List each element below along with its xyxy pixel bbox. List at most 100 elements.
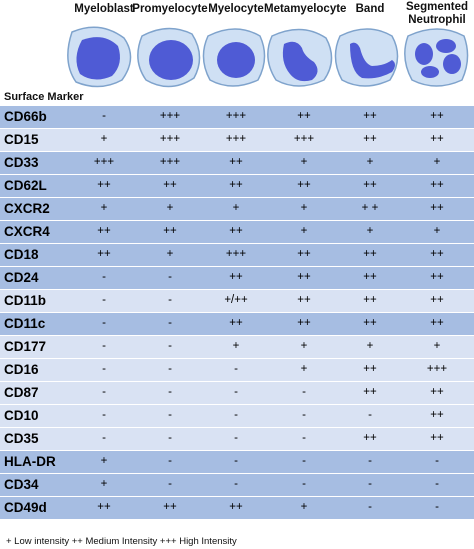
intensity-value: ++ [430, 432, 444, 444]
intensity-value: ++ [363, 248, 377, 260]
intensity-value: - [435, 455, 439, 467]
band-cell [334, 28, 399, 87]
intensity-value: + [433, 225, 441, 237]
intensity-value: - [102, 294, 106, 306]
intensity-value: - [234, 478, 238, 490]
intensity-value: ++ [297, 294, 311, 306]
intensity-value: - [168, 317, 172, 329]
intensity-value: - [302, 478, 306, 490]
intensity-value: + [366, 225, 374, 237]
intensity-value: ++ [363, 271, 377, 283]
intensity-value: +++ [225, 248, 247, 260]
intensity-value: +++ [225, 133, 247, 145]
table-row: CD18 ++ + +++ ++ ++ ++ [0, 244, 474, 267]
intensity-value: - [102, 363, 106, 375]
intensity-value: ++ [229, 317, 243, 329]
marker-label: CD24 [4, 270, 39, 285]
intensity-value: ++ [229, 501, 243, 513]
intensity-value: ++ [163, 179, 177, 191]
intensity-value: - [168, 478, 172, 490]
table-row: CD16- - - + ++ +++ [0, 359, 474, 382]
table-row: CXCR4 ++ ++ ++ + + + [0, 221, 474, 244]
marker-label: CD10 [4, 408, 39, 423]
cell-type-header: Promyelocyte [132, 3, 208, 15]
table-row: CD34 + - - - - - [0, 474, 474, 497]
intensity-value: ++ [97, 248, 111, 260]
intensity-value: - [102, 340, 106, 352]
cell-type-header: Myeloblast [74, 3, 134, 15]
marker-label: CD66b [4, 109, 47, 124]
intensity-value: - [302, 409, 306, 421]
intensity-value: ++ [363, 110, 377, 122]
intensity-value: + [166, 248, 174, 260]
intensity-value: ++ [363, 432, 377, 444]
intensity-value: - [168, 432, 172, 444]
intensity-value: - [168, 294, 172, 306]
marker-label: CD62L [4, 178, 47, 193]
intensity-value: - [368, 455, 372, 467]
intensity-value: - [234, 432, 238, 444]
intensity-value: +++ [159, 156, 181, 168]
marker-label: CD87 [4, 385, 39, 400]
table-row: CD10 - - - - - ++ [0, 405, 474, 428]
table-row: CD66b - +++ +++ ++ ++ ++ [0, 106, 474, 129]
intensity-value: - [368, 478, 372, 490]
table-row: CD62L ++ ++ ++ ++ ++ ++ [0, 175, 474, 198]
intensity-value: ++ [430, 110, 444, 122]
intensity-value: - [168, 340, 172, 352]
intensity-value: + [166, 202, 174, 214]
intensity-value: +++ [159, 110, 181, 122]
intensity-value: ++ [297, 248, 311, 260]
intensity-value: + [300, 156, 308, 168]
cell-type-header: Metamyelocyte [264, 3, 347, 15]
intensity-value: - [234, 455, 238, 467]
intensity-value: + + [361, 202, 379, 214]
myelocyte-cell [202, 28, 266, 87]
table-row: CD24 - - ++ ++ ++ ++ [0, 267, 474, 290]
marker-label: CXCR4 [4, 224, 50, 239]
intensity-value: ++ [430, 248, 444, 260]
intensity-value: - [168, 409, 172, 421]
marker-label: CD33 [4, 155, 39, 170]
intensity-value: ++ [163, 225, 177, 237]
intensity-value: - [102, 386, 106, 398]
cell-type-header: Band [355, 3, 385, 15]
intensity-value: - [102, 110, 106, 122]
marker-label: CXCR2 [4, 201, 50, 216]
intensity-value: + [300, 501, 308, 513]
intensity-value: - [168, 363, 172, 375]
intensity-value: +++ [426, 363, 448, 375]
table-row: CD49d ++ ++ ++ + - - [0, 497, 474, 520]
intensity-value: ++ [430, 386, 444, 398]
marker-label: CD177 [4, 339, 47, 354]
intensity-value: - [168, 386, 172, 398]
intensity-value: + [232, 340, 240, 352]
intensity-value: - [368, 501, 372, 513]
intensity-value: ++ [430, 202, 444, 214]
intensity-value: - [102, 409, 106, 421]
intensity-value: ++ [363, 133, 377, 145]
intensity-value: + [366, 156, 374, 168]
intensity-value: ++ [363, 317, 377, 329]
intensity-value: - [302, 386, 306, 398]
intensity-value: + [366, 340, 374, 352]
intensity-value: + [100, 455, 108, 467]
intensity-value: + [232, 202, 240, 214]
intensity-value: +/++ [224, 294, 248, 306]
intensity-value: + [100, 133, 108, 145]
metamyelocyte-cell [267, 28, 333, 87]
intensity-value: + [433, 340, 441, 352]
table-row: CD11b - - +/++ ++ ++ ++ [0, 290, 474, 313]
intensity-value: + [300, 363, 308, 375]
intensity-value: ++ [163, 501, 177, 513]
intensity-value: - [435, 478, 439, 490]
intensity-value: - [102, 271, 106, 283]
intensity-value: - [102, 317, 106, 329]
intensity-value: ++ [363, 363, 377, 375]
intensity-value: ++ [430, 179, 444, 191]
table-row: CD11c - - ++ ++ ++ ++ [0, 313, 474, 336]
marker-label: CD11b [4, 293, 47, 308]
marker-label: CD49d [4, 500, 47, 515]
table-row: CD177 - - + + + + [0, 336, 474, 359]
intensity-value: + [433, 156, 441, 168]
